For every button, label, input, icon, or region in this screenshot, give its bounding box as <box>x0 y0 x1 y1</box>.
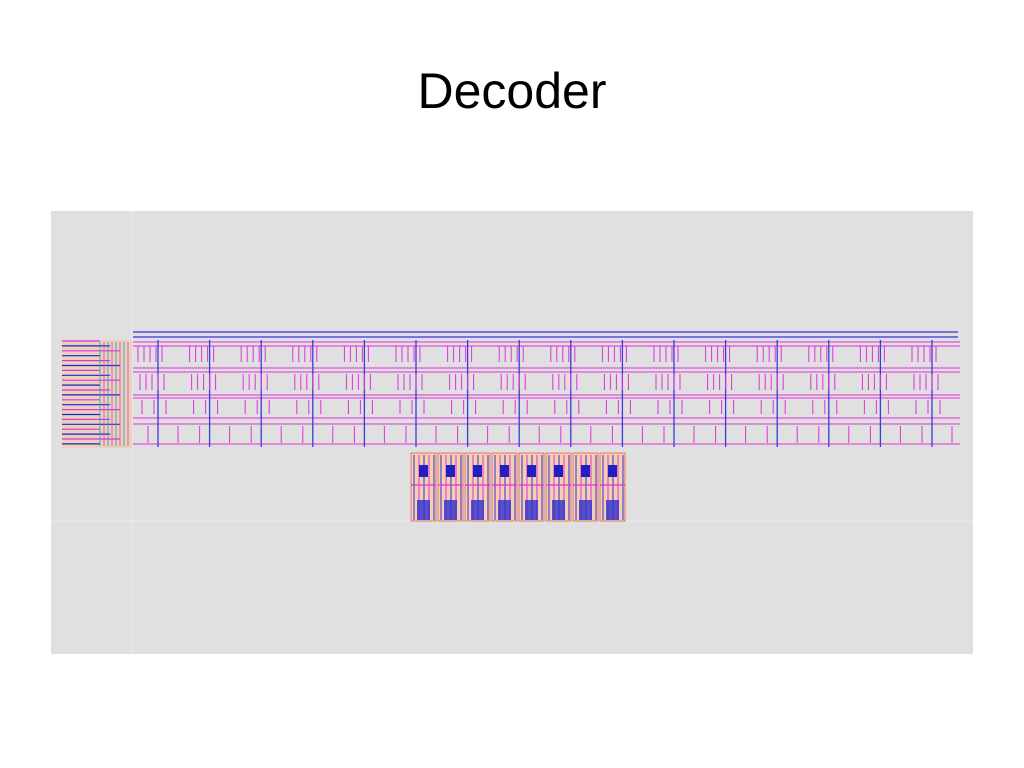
cell-core <box>471 500 484 520</box>
cell-core <box>446 465 455 477</box>
cell-core <box>417 500 430 520</box>
cell-core <box>554 465 563 477</box>
layout-drawing <box>62 331 960 522</box>
cell-core <box>552 500 565 520</box>
cell-core <box>527 465 536 477</box>
cell-core <box>581 465 590 477</box>
cell-core <box>579 500 592 520</box>
cell-core <box>419 465 428 477</box>
cell-core <box>444 500 457 520</box>
cell-core <box>498 500 511 520</box>
cell-core <box>606 500 619 520</box>
slide-title: Decoder <box>417 63 607 119</box>
cell-core <box>608 465 617 477</box>
cell-core <box>525 500 538 520</box>
layout-background <box>51 211 973 654</box>
cell-core <box>473 465 482 477</box>
cell-core <box>500 465 509 477</box>
